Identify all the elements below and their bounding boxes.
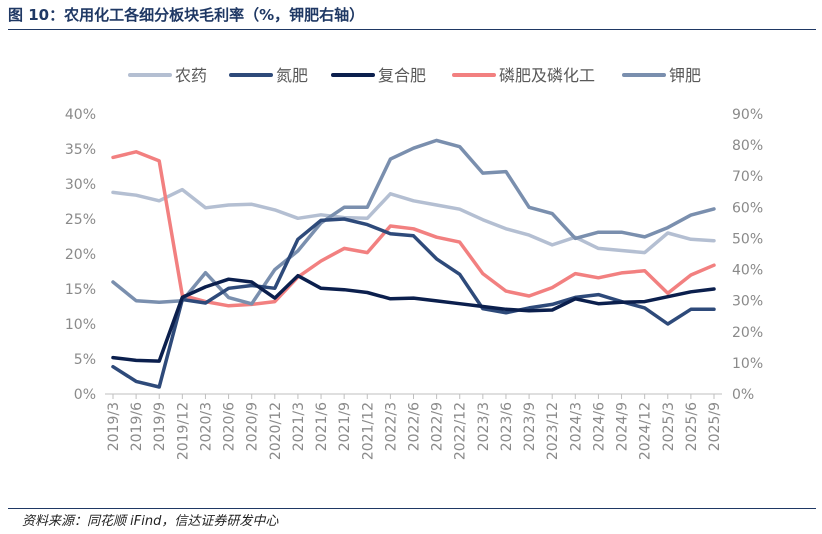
x-tick-label: 2020/6 (222, 402, 238, 451)
left-y-tick-label: 40% (65, 107, 96, 123)
x-tick-label: 2021/12 (360, 402, 376, 460)
right-y-tick-label: 70% (732, 169, 763, 185)
figure-title: 图 10：农用化工各细分板块毛利率（%，钾肥右轴） (8, 6, 365, 24)
legend-label: 钾肥 (669, 66, 701, 85)
left-y-tick-label: 0% (74, 387, 96, 403)
source-note: 资料来源：同花顺 iFind，信达证券研发中心 (22, 514, 279, 529)
series-line (111, 138, 716, 306)
x-tick-label: 2019/3 (106, 402, 122, 451)
right-y-tick-label: 60% (732, 200, 763, 216)
x-tick-label: 2022/9 (430, 402, 446, 451)
x-tick-label: 2025/6 (684, 402, 700, 451)
left-y-tick-label: 25% (65, 212, 96, 228)
x-tick-label: 2020/9 (245, 402, 261, 451)
x-tick-label: 2024/3 (568, 402, 584, 451)
series-line (111, 187, 716, 255)
chart-legend: 农药 氮肥 复合肥 磷肥及磷化工 钾肥 (128, 66, 701, 85)
legend-label: 农药 (175, 66, 207, 85)
x-tick-label: 2021/6 (314, 402, 330, 451)
legend-label: 复合肥 (378, 66, 426, 85)
left-y-axis: 0% 5% 10% 15% 20% 25% 30% 35% 40% (65, 107, 96, 403)
series-line (111, 273, 716, 363)
right-y-tick-label: 0% (732, 387, 754, 403)
source-divider (8, 508, 816, 509)
right-y-tick-label: 20% (732, 325, 763, 341)
right-y-tick-label: 90% (732, 107, 763, 123)
x-tick-label: 2022/12 (453, 402, 469, 460)
left-y-tick-label: 15% (65, 282, 96, 298)
x-tick-label: 2023/6 (499, 402, 515, 451)
series-line (111, 150, 716, 308)
left-y-tick-label: 20% (65, 247, 96, 263)
x-tick-label: 2024/6 (591, 402, 607, 451)
x-tick-label: 2020/12 (268, 402, 284, 460)
x-tick-label: 2025/3 (661, 402, 677, 451)
x-tick-label: 2023/12 (545, 402, 561, 460)
x-tick-label: 2021/3 (291, 402, 307, 451)
left-y-tick-label: 30% (65, 177, 96, 193)
x-axis: 2019/3 2019/6 2019/9 2019/12 2020/3 2020/6 202… (105, 393, 723, 460)
right-y-axis: 0% 10% 20% 30% 40% 50% 60% 70% 80% 90% (732, 107, 763, 403)
x-tick-label: 2024/12 (638, 402, 654, 460)
x-tick-label: 2020/3 (198, 402, 214, 451)
right-y-tick-label: 30% (732, 294, 763, 310)
legend-label: 氮肥 (276, 66, 308, 85)
right-y-tick-label: 10% (732, 356, 763, 372)
x-tick-label: 2019/6 (129, 402, 145, 451)
series-lines (111, 138, 716, 389)
right-y-tick-label: 80% (732, 138, 763, 154)
x-tick-label: 2024/9 (615, 402, 631, 451)
x-tick-label: 2023/9 (522, 402, 538, 451)
x-tick-label: 2022/6 (407, 402, 423, 451)
title-divider (8, 29, 816, 30)
right-y-tick-label: 50% (732, 231, 763, 247)
x-tick-label: 2025/9 (707, 402, 723, 451)
legend-label: 磷肥及磷化工 (499, 66, 595, 85)
right-y-tick-label: 40% (732, 263, 763, 279)
series-line (111, 217, 716, 389)
left-y-tick-label: 35% (65, 142, 96, 158)
x-tick-label: 2021/9 (337, 402, 353, 451)
x-tick-label: 2022/3 (383, 402, 399, 451)
x-tick-label: 2019/12 (175, 402, 191, 460)
x-tick-label: 2019/9 (152, 402, 168, 451)
left-y-tick-label: 10% (65, 317, 96, 333)
x-tick-label: 2023/3 (476, 402, 492, 451)
left-y-tick-label: 5% (74, 352, 96, 368)
